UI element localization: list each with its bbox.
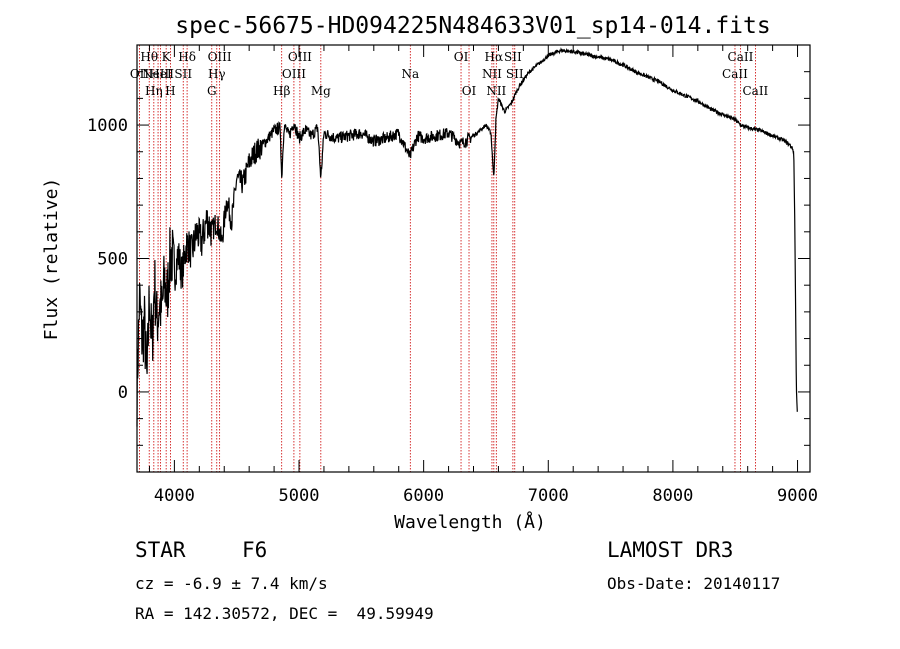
object-type: STAR [135, 538, 186, 562]
line-marker-label: OI [454, 50, 469, 64]
spectrum-series-line [136, 47, 798, 427]
observation-date: Obs-Date: 20140117 [607, 574, 781, 593]
line-marker-label: G [207, 84, 217, 98]
line-marker-label: SII [506, 67, 524, 81]
line-marker-label: CaII [742, 84, 768, 98]
line-marker-label: Hα [485, 50, 504, 64]
x-tick-label: 9000 [777, 486, 818, 506]
line-marker-label: OIII [288, 50, 312, 64]
line-marker-label: Hθ [140, 50, 158, 64]
chart-title: spec-56675-HD094225N484633V01_sp14-014.f… [175, 13, 770, 39]
y-tick-label: 1000 [87, 116, 128, 136]
x-tick-label: 5000 [279, 486, 320, 506]
line-marker-label: OII [130, 67, 150, 81]
plot-frame [136, 44, 811, 473]
line-marker-label: HeI [149, 67, 172, 81]
line-marker-label: CaII [722, 67, 748, 81]
line-marker-label: H [165, 84, 175, 98]
line-marker-label: SII [504, 50, 522, 64]
line-marker-label: OI [462, 84, 477, 98]
line-marker-label: Hδ [178, 50, 196, 64]
survey-name: LAMOST DR3 [607, 538, 734, 562]
line-marker-label: CaII [728, 50, 754, 64]
line-marker-label: Hη [145, 84, 163, 98]
x-tick-label: 8000 [652, 486, 693, 506]
line-marker-label: K [162, 50, 172, 64]
line-marker-label: NII [482, 67, 502, 81]
line-marker-label: Hβ [273, 84, 290, 98]
x-tick-label: 4000 [154, 486, 195, 506]
object-subclass: F6 [242, 538, 268, 562]
velocity-readout: cz = -6.9 ± 7.4 km/s [135, 574, 328, 593]
y-axis-label: Flux (relative) [41, 178, 62, 341]
coordinates-readout: RA = 142.30572, DEC = 49.59949 [135, 604, 434, 623]
x-tick-label: 7000 [528, 486, 569, 506]
line-marker-label: Na [401, 67, 419, 81]
line-marker-label: Mg [311, 84, 331, 98]
line-marker-label: NeIII [142, 67, 174, 81]
x-tick-label: 6000 [403, 486, 444, 506]
x-tick-labels: 4000 5000 6000 7000 8000 9000 [154, 486, 818, 506]
y-tick-label: 0 [118, 383, 128, 403]
line-marker-label: OIII [208, 50, 232, 64]
line-marker-label: Hγ [208, 67, 226, 81]
emission-line-markers [139, 45, 756, 472]
y-tick-label: 500 [97, 250, 128, 270]
line-marker-label: NII [486, 84, 506, 98]
y-tick-labels: 0 500 1000 [87, 116, 128, 403]
line-marker-label: OIII [282, 67, 306, 81]
line-marker-label: SII [174, 67, 192, 81]
axis-ticks [137, 44, 810, 473]
x-axis-label: Wavelength (Å) [394, 511, 546, 533]
